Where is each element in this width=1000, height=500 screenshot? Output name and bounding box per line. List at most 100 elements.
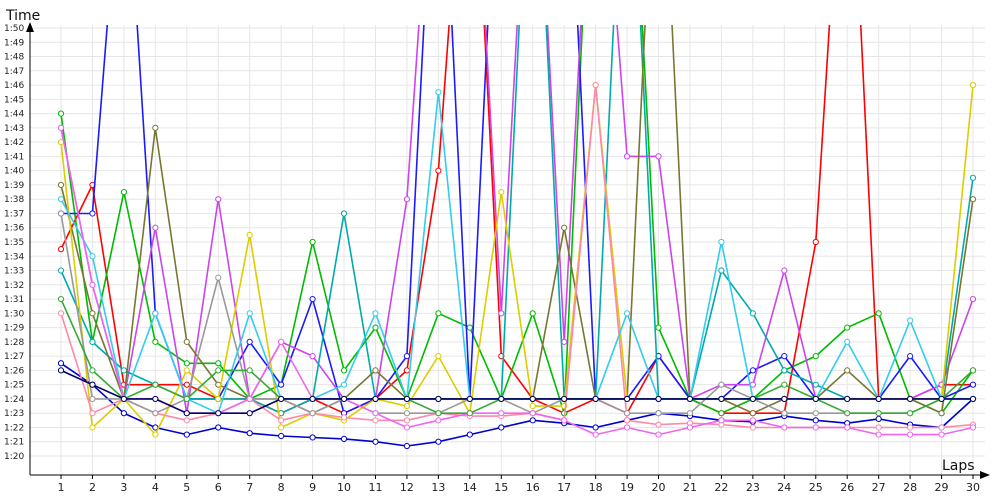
data-point bbox=[57, 196, 65, 203]
data-point bbox=[309, 410, 316, 417]
data-point bbox=[844, 395, 851, 403]
data-point bbox=[89, 410, 96, 417]
data-point bbox=[403, 402, 411, 410]
data-point bbox=[183, 338, 190, 345]
tick-labels: 1 2 3 4 5 6 7 8 9 10 11 12 13 14 15 16 17 18 19 20 21 22 23 24 2… bbox=[4, 24, 980, 494]
data-point bbox=[561, 224, 568, 231]
data-point bbox=[623, 410, 631, 417]
series-line bbox=[60, 213, 973, 415]
data-point bbox=[781, 367, 788, 374]
data-point bbox=[278, 424, 285, 431]
data-point bbox=[969, 395, 977, 403]
data-point bbox=[57, 267, 65, 274]
data-point bbox=[309, 353, 316, 360]
data-point bbox=[435, 167, 442, 174]
data-point bbox=[403, 395, 411, 403]
series-14 bbox=[57, 367, 977, 417]
x-tick-label: 25 bbox=[809, 481, 823, 494]
data-point bbox=[561, 395, 568, 403]
data-point bbox=[907, 395, 914, 403]
data-point bbox=[592, 431, 599, 438]
data-point bbox=[781, 267, 788, 274]
data-point bbox=[183, 360, 190, 367]
data-point bbox=[812, 353, 819, 360]
y-tick-label: 1:44 bbox=[4, 110, 24, 120]
data-point bbox=[969, 424, 977, 431]
data-point bbox=[561, 338, 568, 345]
data-point bbox=[529, 410, 536, 417]
data-point bbox=[907, 353, 914, 360]
data-point bbox=[466, 410, 473, 417]
data-point bbox=[152, 431, 159, 438]
data-point bbox=[372, 438, 379, 445]
x-tick-label: 11 bbox=[368, 481, 382, 494]
data-point bbox=[781, 381, 788, 388]
data-point bbox=[372, 410, 379, 417]
x-tick-label: 7 bbox=[246, 481, 253, 494]
y-tick-label: 1:34 bbox=[4, 252, 24, 262]
data-point bbox=[89, 253, 96, 260]
data-point bbox=[718, 417, 725, 424]
data-point bbox=[435, 310, 442, 317]
series-8 bbox=[57, 81, 977, 438]
y-tick-label: 1:28 bbox=[4, 338, 24, 348]
series-lines bbox=[57, 25, 977, 450]
data-point bbox=[89, 424, 96, 431]
data-point bbox=[812, 395, 819, 403]
y-tick-label: 1:22 bbox=[4, 423, 24, 433]
data-point bbox=[498, 395, 505, 403]
x-axis-title: Laps bbox=[942, 458, 975, 474]
y-tick-label: 1:27 bbox=[4, 352, 24, 362]
data-point bbox=[529, 402, 536, 410]
data-point bbox=[781, 353, 788, 360]
y-tick-label: 1:40 bbox=[4, 167, 24, 177]
data-point bbox=[372, 324, 379, 331]
data-point bbox=[529, 417, 536, 424]
data-point bbox=[372, 417, 379, 424]
data-point bbox=[498, 410, 505, 417]
data-point bbox=[403, 410, 411, 417]
data-point bbox=[89, 210, 96, 217]
data-point bbox=[215, 360, 222, 367]
series-11 bbox=[57, 89, 977, 417]
data-point bbox=[875, 395, 882, 403]
data-point bbox=[907, 424, 914, 431]
data-point bbox=[246, 231, 253, 238]
y-tick-label: 1:43 bbox=[4, 124, 24, 134]
y-tick-label: 1:33 bbox=[4, 267, 24, 277]
data-point bbox=[781, 410, 788, 417]
data-point bbox=[844, 424, 851, 431]
data-point bbox=[907, 431, 914, 438]
axes bbox=[26, 22, 990, 479]
x-tick-label: 13 bbox=[431, 481, 445, 494]
data-point bbox=[969, 381, 977, 388]
x-tick-label: 9 bbox=[309, 481, 316, 494]
data-point bbox=[215, 424, 222, 431]
data-point bbox=[246, 338, 253, 345]
data-point bbox=[812, 424, 819, 431]
data-point bbox=[655, 395, 662, 403]
y-tick-label: 1:38 bbox=[4, 195, 24, 205]
data-point bbox=[435, 395, 442, 403]
data-point bbox=[938, 395, 945, 403]
data-point bbox=[403, 196, 411, 203]
data-point bbox=[844, 410, 851, 417]
data-point bbox=[655, 431, 662, 438]
data-point bbox=[120, 395, 127, 403]
data-point bbox=[466, 431, 473, 438]
data-point bbox=[812, 410, 819, 417]
data-point bbox=[749, 310, 756, 317]
data-point bbox=[969, 196, 977, 203]
data-point bbox=[152, 395, 159, 403]
data-point bbox=[309, 295, 316, 303]
data-point bbox=[120, 188, 127, 196]
data-point bbox=[403, 417, 411, 424]
x-tick-label: 20 bbox=[652, 481, 666, 494]
x-tick-label: 1 bbox=[58, 481, 65, 494]
data-point bbox=[749, 395, 756, 403]
y-tick-label: 1:25 bbox=[4, 381, 24, 391]
data-point bbox=[57, 124, 65, 131]
data-point bbox=[718, 395, 725, 403]
data-point bbox=[372, 395, 379, 403]
x-tick-label: 16 bbox=[526, 481, 540, 494]
